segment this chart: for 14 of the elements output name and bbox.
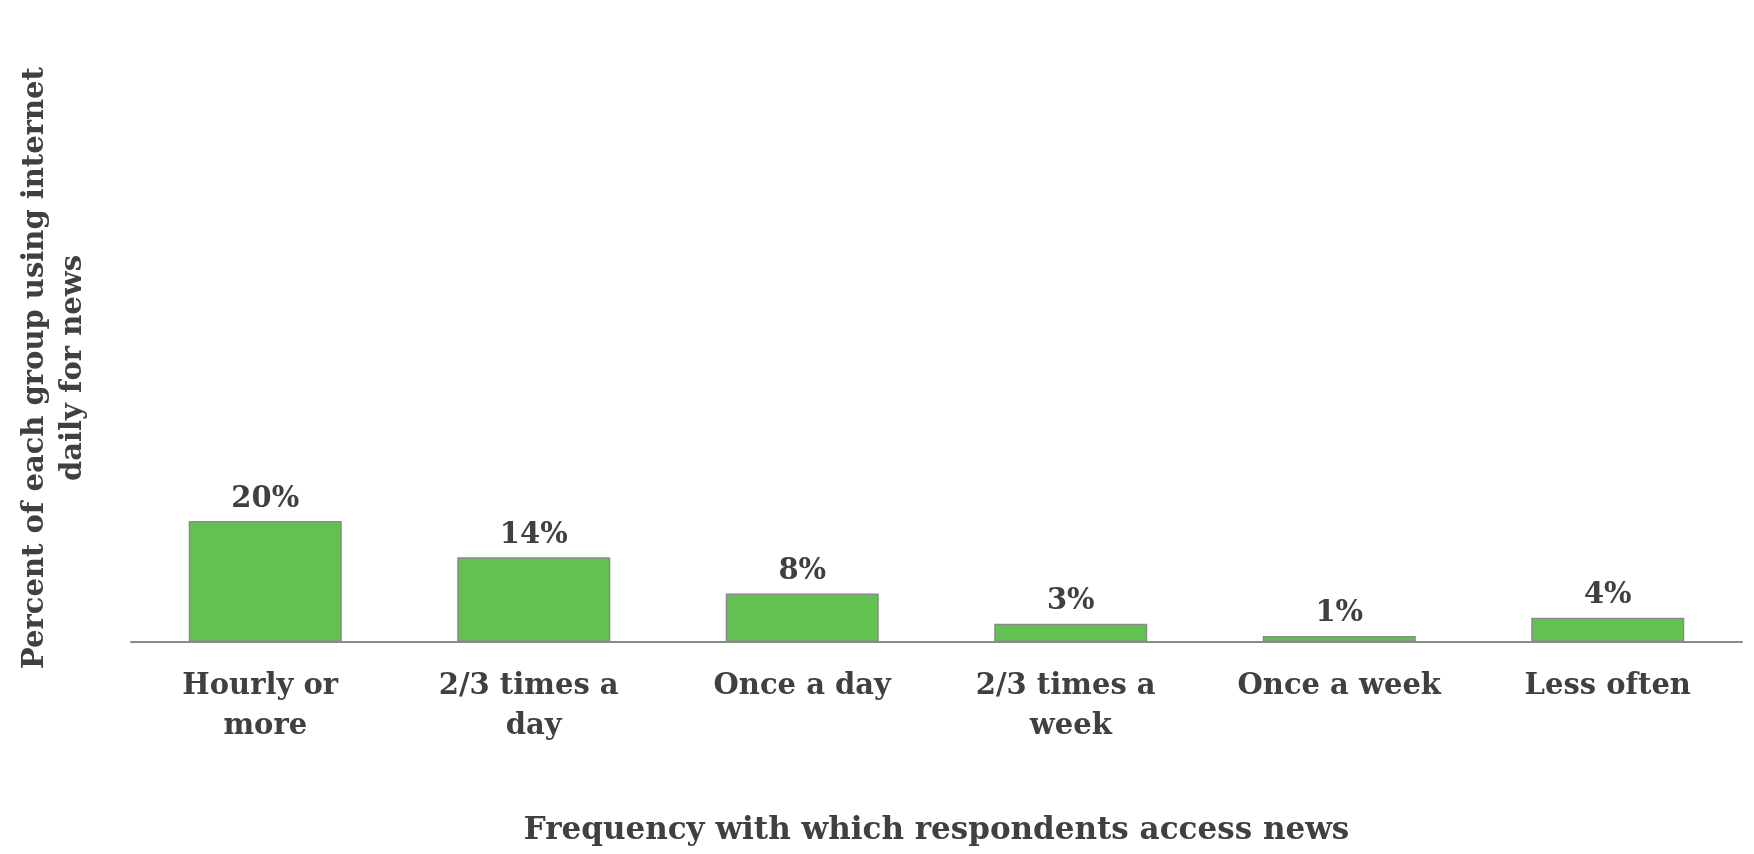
x-tick-label: Less often (1524, 667, 1691, 701)
data-label: 14% (499, 515, 568, 550)
data-label: 3% (1046, 582, 1095, 617)
data-label: 8% (778, 552, 827, 587)
x-tick-label: Once a week (1237, 667, 1442, 701)
data-label: 1% (1315, 594, 1364, 629)
x-axis-title: Frequency with which respondents access news (523, 809, 1350, 846)
x-tick-label: Hourly or more (182, 667, 349, 741)
data-label: 20% (231, 479, 300, 514)
data-label: 4% (1583, 576, 1632, 611)
x-tick-label: Once a day (713, 667, 893, 701)
x-tick-label: 2/3 times a day (438, 667, 629, 741)
x-tick-label: 2/3 times a week (975, 667, 1166, 741)
y-axis-title: Percent of each group using internet daily for news (16, 66, 88, 669)
